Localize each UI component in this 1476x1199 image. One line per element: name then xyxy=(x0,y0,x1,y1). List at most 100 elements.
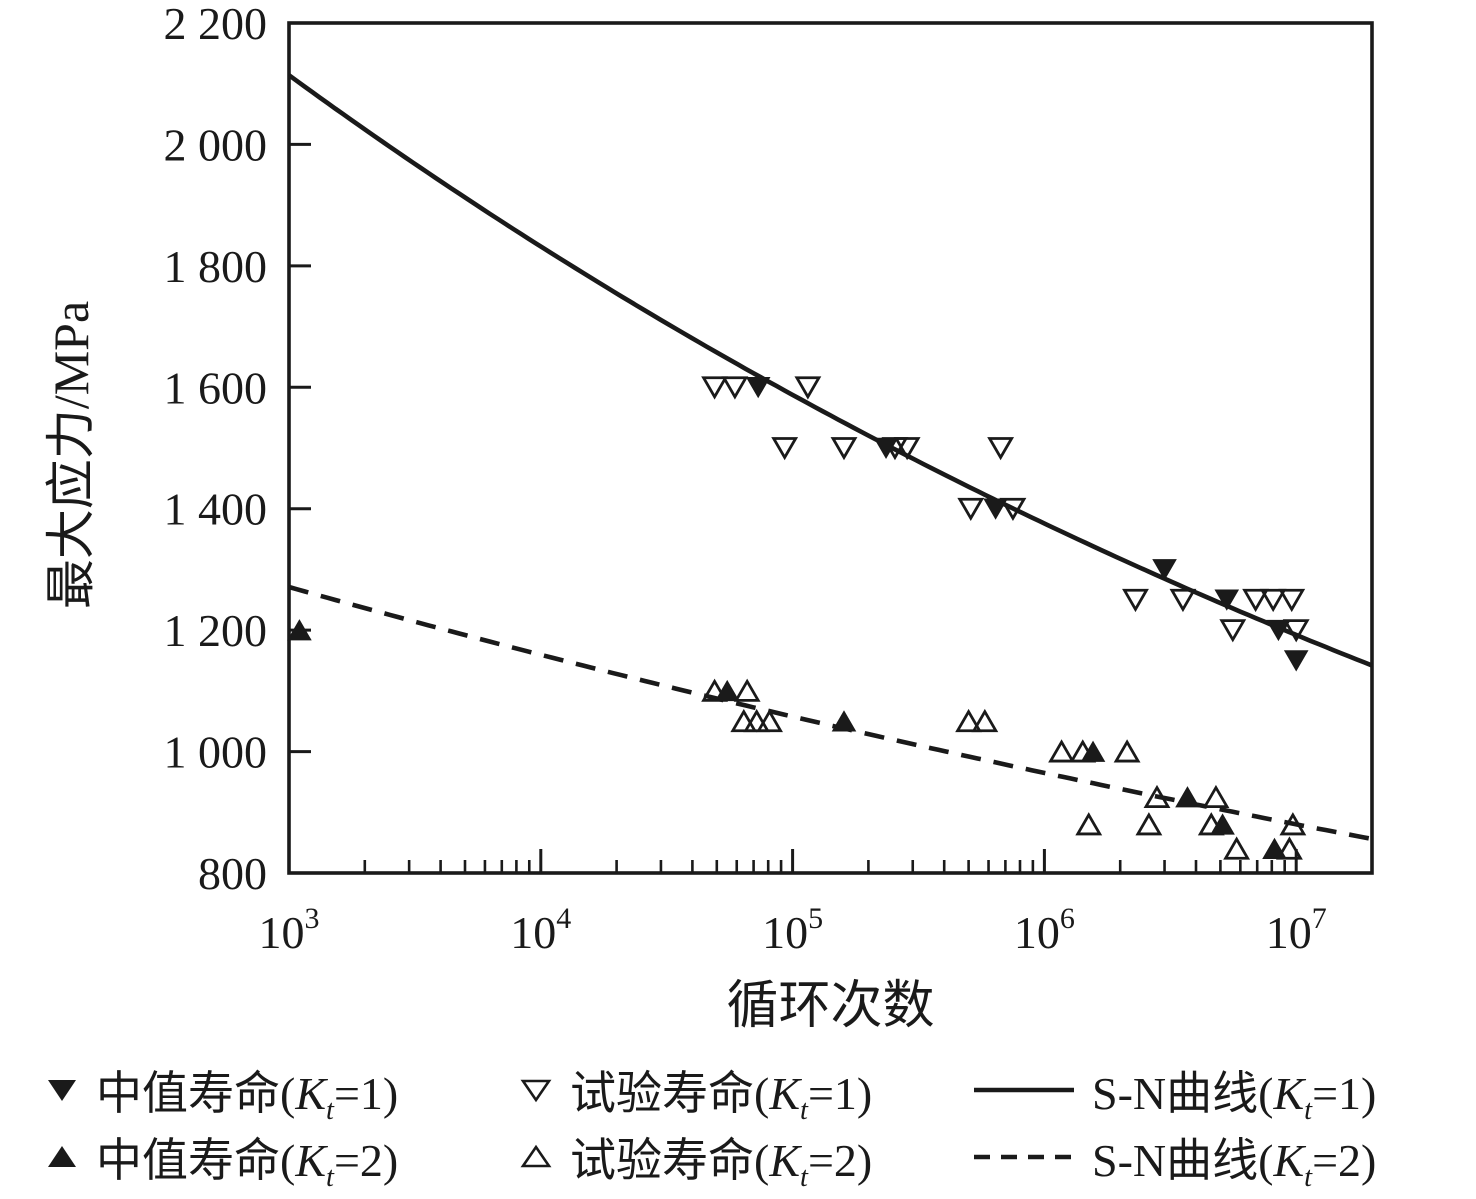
median-life-point xyxy=(745,377,771,399)
median-life-point xyxy=(1214,589,1240,611)
legend-label-prefix: 试验寿命( xyxy=(570,1068,770,1119)
legend-label-subscript: t xyxy=(326,1095,334,1127)
test-life-point xyxy=(721,376,749,400)
legend-label-prefix: 中值寿命( xyxy=(96,1068,296,1119)
triangle-up-filled-icon xyxy=(48,1146,76,1167)
legend-item-curve-kt1: S-N曲线(Kt=1) xyxy=(972,1061,1376,1125)
y-tick-label: 2 000 xyxy=(164,119,268,170)
median-life-point xyxy=(287,619,312,641)
legend-label-prefix: S-N曲线( xyxy=(1092,1135,1274,1186)
test-life-point xyxy=(730,708,758,733)
test-life-point xyxy=(1278,588,1306,613)
legend-label: 中值寿命(Kt=1) xyxy=(96,1057,399,1127)
test-life-point xyxy=(1279,812,1307,836)
median-life-point xyxy=(1080,740,1106,762)
dashed-line-icon xyxy=(974,1154,1074,1160)
legend-item-median-kt1: 中值寿命(Kt=1) xyxy=(44,1061,398,1125)
y-axis-title: 最大应力/MPa xyxy=(43,301,99,609)
legend-label-suffix: =1) xyxy=(1312,1068,1377,1119)
test-life-point xyxy=(1048,739,1075,763)
legend-label-prefix: S-N曲线( xyxy=(1092,1068,1274,1119)
test-life-point xyxy=(957,497,985,522)
legend-label-subscript: t xyxy=(800,1162,808,1194)
test-life-point xyxy=(1219,619,1247,643)
median-life-point xyxy=(1266,619,1291,642)
series-curve_kt1 xyxy=(287,73,1373,668)
median-life-point xyxy=(1283,650,1309,672)
triangle-down-filled-icon xyxy=(48,1080,76,1101)
median-life-point xyxy=(1210,813,1235,835)
legend-label-suffix: =1) xyxy=(807,1068,873,1119)
test-life-point xyxy=(743,708,771,733)
x-tick-label: 105 xyxy=(762,902,823,958)
legend-item-test-kt1: 试验寿命(Kt=1) xyxy=(518,1061,872,1125)
test-life-point xyxy=(971,708,999,733)
median-life-point xyxy=(873,437,899,459)
test-life-point xyxy=(1122,588,1149,613)
legend-label-symbol: K xyxy=(295,1068,327,1119)
plot-border xyxy=(287,21,1374,875)
test-life-point xyxy=(830,437,858,461)
legend-label-suffix: =2) xyxy=(807,1135,873,1186)
test-life-point xyxy=(794,376,822,400)
test-life-point xyxy=(1259,588,1287,613)
x-tick-label: 103 xyxy=(259,902,320,958)
y-tick-label: 2 200 xyxy=(164,0,268,49)
test-life-point xyxy=(1202,784,1230,809)
triangle-down-open-icon xyxy=(520,1079,552,1103)
test-life-point xyxy=(1223,836,1251,860)
median-life-point xyxy=(831,710,857,732)
x-tick-label: 104 xyxy=(510,902,571,958)
y-tick-label: 1 200 xyxy=(164,605,268,656)
median-life-point xyxy=(714,679,740,702)
median-life-point xyxy=(1175,786,1200,808)
legend-label: S-N曲线(Kt=1) xyxy=(1092,1057,1377,1125)
legend-item-curve-kt2: S-N曲线(Kt=2) xyxy=(972,1128,1376,1192)
test-life-point xyxy=(1276,836,1303,860)
legend-item-test-kt2: 试验寿命(Kt=2) xyxy=(518,1128,872,1192)
test-life-point xyxy=(999,497,1027,522)
x-tick-label: 107 xyxy=(1266,902,1327,958)
legend-item-median-kt2: 中值寿命(Kt=2) xyxy=(44,1128,398,1192)
legend-label-prefix: 试验寿命( xyxy=(570,1135,770,1186)
legend-label-prefix: 中值寿命( xyxy=(96,1135,296,1186)
test-life-point xyxy=(1143,784,1171,809)
legend-label-subscript: t xyxy=(326,1162,334,1194)
legend-label: 试验寿命(Kt=1) xyxy=(570,1057,873,1127)
series-median_kt2 xyxy=(287,619,1287,859)
legend-label: S-N曲线(Kt=2) xyxy=(1092,1124,1377,1194)
test-life-point xyxy=(893,437,921,461)
test-life-point xyxy=(701,376,729,400)
test-life-point xyxy=(955,708,983,733)
legend-label-symbol: K xyxy=(769,1135,801,1186)
test-life-point xyxy=(756,708,783,733)
y-tick-label: 1 000 xyxy=(164,727,268,778)
y-tick-label: 1 800 xyxy=(164,241,268,292)
legend-label-subscript: t xyxy=(1304,1162,1313,1194)
test-life-point xyxy=(1282,619,1310,643)
test-life-point xyxy=(987,437,1015,461)
legend-label: 中值寿命(Kt=2) xyxy=(96,1124,399,1194)
legend-label-symbol: K xyxy=(1273,1135,1305,1186)
test-life-point xyxy=(1242,588,1270,613)
legend-label-symbol: K xyxy=(295,1135,327,1186)
legend-label-suffix: =1) xyxy=(333,1068,399,1119)
legend-label-suffix: =2) xyxy=(1312,1135,1377,1186)
legend-label: 试验寿命(Kt=2) xyxy=(570,1124,873,1194)
test-life-point xyxy=(771,437,799,461)
median-life-point xyxy=(1262,837,1287,859)
legend-label-suffix: =2) xyxy=(333,1135,399,1186)
median-life-point xyxy=(1152,559,1177,581)
x-axis-title: 循环次数 xyxy=(726,978,934,1035)
legend-label-subscript: t xyxy=(800,1095,808,1127)
test-life-point xyxy=(1169,588,1197,613)
solid-line-icon xyxy=(974,1087,1074,1093)
legend-label-symbol: K xyxy=(1273,1068,1305,1119)
x-tick-label: 106 xyxy=(1014,902,1075,958)
series-median_kt1 xyxy=(745,377,1309,672)
test-life-point xyxy=(1075,812,1103,836)
test-life-point xyxy=(701,678,729,702)
legend-label-symbol: K xyxy=(769,1068,801,1119)
